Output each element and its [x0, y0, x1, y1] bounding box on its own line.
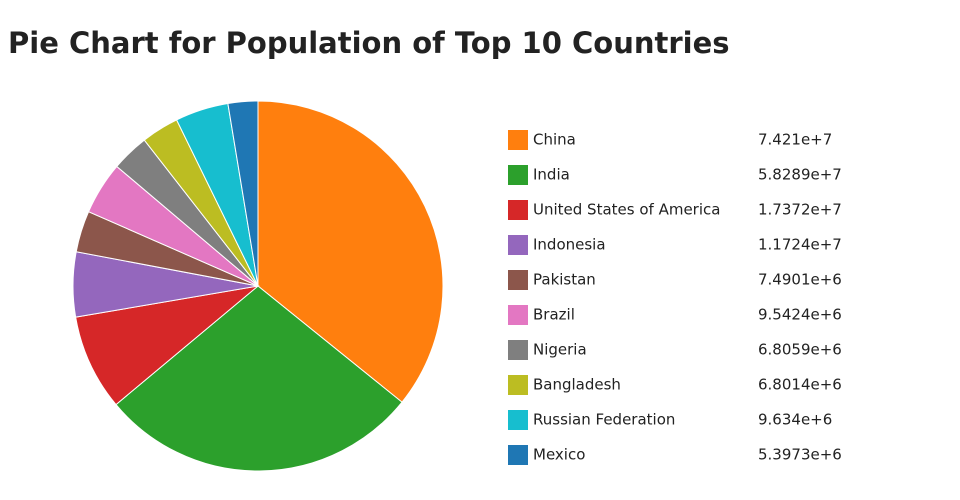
pie-slice: [257, 100, 444, 403]
pie-slice: [115, 285, 403, 472]
legend-label: China: [533, 131, 576, 149]
legend-swatch: [508, 305, 528, 325]
legend-label: Russian Federation: [533, 411, 675, 429]
legend-value: 6.8059e+6: [758, 341, 842, 359]
legend-swatch: [508, 130, 528, 150]
chart-title: Pie Chart for Population of Top 10 Count…: [8, 26, 730, 60]
legend-label: United States of America: [533, 201, 720, 219]
legend-value: 6.8014e+6: [758, 376, 842, 394]
legend-value: 5.8289e+7: [758, 166, 842, 184]
legend-label: Brazil: [533, 306, 575, 324]
legend-value: 1.1724e+7: [758, 236, 842, 254]
legend-label: Nigeria: [533, 341, 587, 359]
legend-swatch: [508, 235, 528, 255]
legend-label: Mexico: [533, 446, 585, 464]
legend-value: 7.421e+7: [758, 131, 832, 149]
pie-slice: [75, 285, 260, 406]
pie-slice: [227, 100, 259, 287]
legend-swatch: [508, 445, 528, 465]
legend-swatch: [508, 340, 528, 360]
legend-label: Pakistan: [533, 271, 596, 289]
legend-swatch: [508, 270, 528, 290]
legend-label: Indonesia: [533, 236, 606, 254]
legend-label: Bangladesh: [533, 376, 621, 394]
legend-label: India: [533, 166, 570, 184]
legend-swatch: [508, 375, 528, 395]
legend-swatch: [508, 410, 528, 430]
legend-value: 1.7372e+7: [758, 201, 842, 219]
legend-swatch: [508, 200, 528, 220]
legend-value: 5.3973e+6: [758, 446, 842, 464]
legend-value: 7.4901e+6: [758, 271, 842, 289]
legend-swatch: [508, 165, 528, 185]
legend-value: 9.634e+6: [758, 411, 832, 429]
legend-value: 9.5424e+6: [758, 306, 842, 324]
